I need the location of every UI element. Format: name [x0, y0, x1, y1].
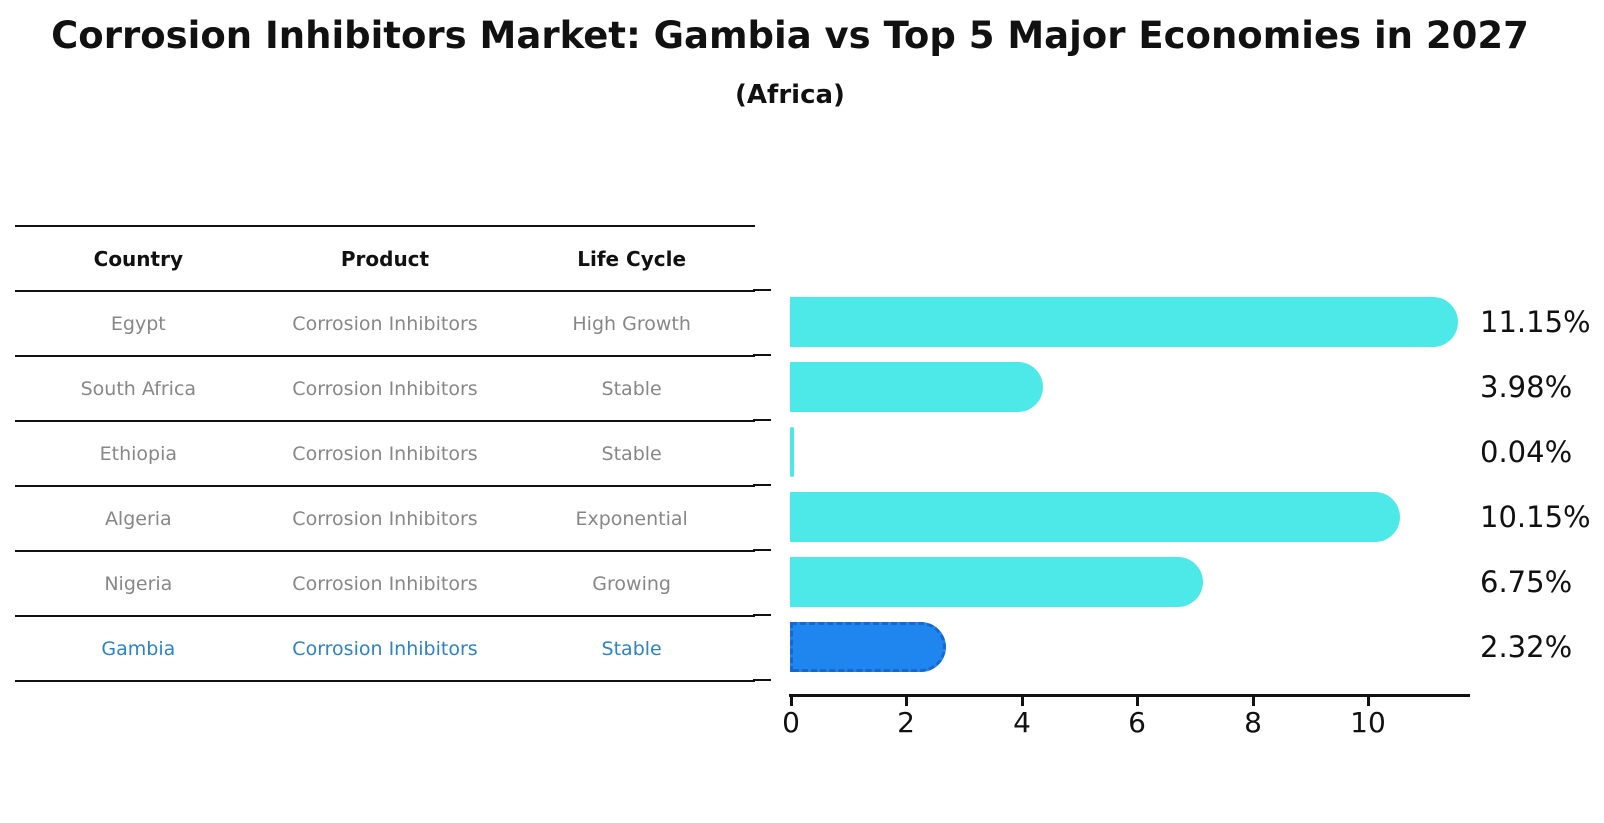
header-product: Product: [340, 246, 430, 271]
cell-product: Corrosion Inhibitors: [292, 377, 478, 400]
value-label-ethiopia: 0.04%: [1480, 435, 1573, 469]
table-row-south-africa: South Africa Corrosion Inhibitors Stable: [15, 355, 755, 420]
cell-life-cycle: Stable: [601, 442, 662, 465]
x-tick-label: 0: [782, 706, 800, 739]
y-axis-tick: [753, 419, 771, 421]
bar: [790, 557, 1203, 607]
x-axis-tick: [905, 697, 908, 706]
cell-country: South Africa: [80, 377, 197, 400]
table-row-ethiopia: Ethiopia Corrosion Inhibitors Stable: [15, 420, 755, 485]
y-axis-tick: [753, 614, 771, 616]
cell-country: Algeria: [104, 507, 172, 530]
x-tick-label: 2: [897, 706, 915, 739]
bar-row-egypt: [790, 290, 1470, 355]
cell-product: Corrosion Inhibitors: [292, 637, 478, 660]
cell-product: Corrosion Inhibitors: [292, 572, 478, 595]
x-tick-label: 10: [1350, 706, 1386, 739]
table-row-algeria: Algeria Corrosion Inhibitors Exponential: [15, 485, 755, 550]
x-tick-label: 8: [1244, 706, 1262, 739]
bar: [790, 427, 794, 477]
cell-life-cycle: Stable: [601, 637, 662, 660]
value-label-nigeria: 6.75%: [1480, 565, 1573, 599]
table-row-gambia: Gambia Corrosion Inhibitors Stable: [15, 615, 755, 682]
bar-row-ethiopia: [790, 420, 1470, 485]
cell-country: Ethiopia: [99, 442, 178, 465]
bar-row-nigeria: [790, 550, 1470, 615]
cell-life-cycle: Stable: [601, 377, 662, 400]
value-label-egypt: 11.15%: [1480, 305, 1591, 339]
value-label-algeria: 10.15%: [1480, 500, 1591, 534]
value-label-gambia: 2.32%: [1480, 630, 1573, 664]
y-axis-tick: [753, 679, 771, 681]
y-axis-tick: [753, 354, 771, 356]
x-axis-tick: [1021, 697, 1024, 706]
cell-product: Corrosion Inhibitors: [292, 312, 478, 335]
cell-country: Nigeria: [104, 572, 173, 595]
table-row-nigeria: Nigeria Corrosion Inhibitors Growing: [15, 550, 755, 615]
x-tick-label: 4: [1013, 706, 1031, 739]
cell-country: Gambia: [101, 637, 176, 660]
cell-product: Corrosion Inhibitors: [292, 442, 478, 465]
x-axis-tick: [1136, 697, 1139, 706]
bar-row-gambia: [790, 615, 1470, 680]
x-axis-tick: [1252, 697, 1255, 706]
cell-life-cycle: Exponential: [575, 507, 688, 530]
cell-product: Corrosion Inhibitors: [292, 507, 478, 530]
country-table: Country Product Life Cycle Egypt Corrosi…: [15, 225, 755, 682]
bar: [790, 622, 947, 672]
x-tick-label: 6: [1128, 706, 1146, 739]
bar-plot: [790, 290, 1470, 680]
y-axis-tick: [753, 289, 771, 291]
chart-title: Corrosion Inhibitors Market: Gambia vs T…: [51, 14, 1529, 57]
cell-life-cycle: Growing: [592, 572, 671, 595]
header-life-cycle: Life Cycle: [577, 246, 687, 271]
x-axis-line: [789, 694, 1470, 697]
cell-life-cycle: High Growth: [572, 312, 691, 335]
bar: [790, 362, 1043, 412]
value-label-south-africa: 3.98%: [1480, 370, 1573, 404]
chart-subtitle: (Africa): [735, 80, 845, 110]
bar-row-algeria: [790, 485, 1470, 550]
x-axis-tick: [790, 697, 793, 706]
y-axis-tick: [753, 484, 771, 486]
bar-row-south-africa: [790, 355, 1470, 420]
bar: [790, 297, 1458, 347]
table-row-egypt: Egypt Corrosion Inhibitors High Growth: [15, 290, 755, 355]
table-header-row: Country Product Life Cycle: [15, 225, 755, 290]
cell-country: Egypt: [110, 312, 166, 335]
y-axis-tick: [753, 549, 771, 551]
header-country: Country: [93, 246, 183, 271]
bar: [790, 492, 1400, 542]
x-axis-tick: [1367, 697, 1370, 706]
